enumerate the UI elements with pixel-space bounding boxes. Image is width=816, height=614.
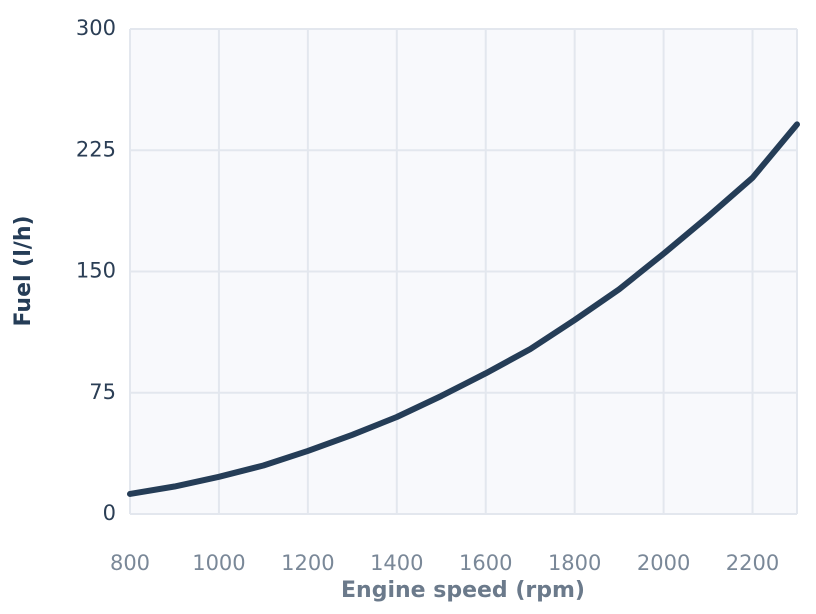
y-tick-label: 300 bbox=[76, 16, 116, 40]
x-tick-label: 1600 bbox=[459, 551, 512, 575]
x-tick-label: 1000 bbox=[192, 551, 245, 575]
x-tick-label: 800 bbox=[110, 551, 150, 575]
y-tick-label: 150 bbox=[76, 259, 116, 283]
x-tick-label: 1200 bbox=[281, 551, 334, 575]
data-line bbox=[127, 121, 800, 497]
x-tick-label: 2200 bbox=[726, 551, 779, 575]
y-tick-label: 0 bbox=[103, 501, 116, 525]
y-axis-label: Fuel (l/h) bbox=[11, 215, 36, 326]
y-tick-label: 75 bbox=[89, 380, 116, 404]
x-tick-label: 1800 bbox=[548, 551, 601, 575]
x-tick-label: 2000 bbox=[637, 551, 690, 575]
x-tick-label: 1400 bbox=[370, 551, 423, 575]
x-axis-label: Engine speed (rpm) bbox=[341, 578, 585, 603]
y-tick-label: 225 bbox=[76, 137, 116, 161]
